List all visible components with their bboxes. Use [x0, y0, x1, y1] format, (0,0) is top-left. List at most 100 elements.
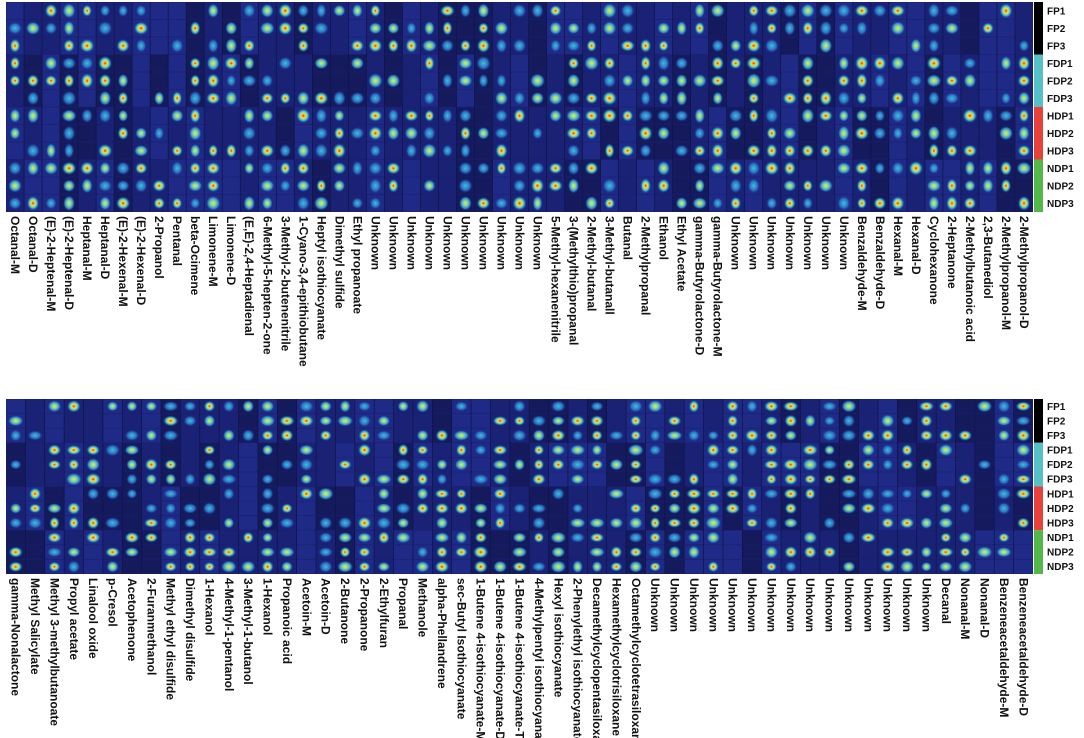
column-label: 2-Methylbutanoic acid: [963, 216, 977, 342]
heatmap-cell: [96, 37, 114, 55]
heatmap-cell: [6, 2, 24, 20]
heatmap-cell: [490, 545, 510, 560]
heatmap-cell: [402, 107, 421, 125]
heatmap-cell: [42, 89, 60, 107]
heatmap-cell: [150, 2, 168, 20]
heatmap-cell: [835, 194, 853, 212]
heatmap-cell: [294, 72, 312, 90]
heatmap-cell: [961, 159, 979, 177]
heatmap-cell: [703, 399, 723, 414]
heatmap-cell: [258, 545, 277, 560]
heatmap-cell: [955, 428, 975, 443]
heatmap-cell: [1015, 159, 1033, 177]
heatmap-cell: [240, 159, 258, 177]
heatmap-cell: [975, 530, 994, 545]
heatmap-cell: [723, 559, 743, 574]
heatmap-cell: [335, 530, 355, 545]
heatmap-cell: [6, 457, 26, 472]
heatmap-cell: [936, 515, 956, 530]
heatmap-cell: [393, 457, 413, 472]
heatmap-cell: [456, 177, 475, 195]
heatmap-cell: [925, 194, 943, 212]
heatmap-cell: [626, 486, 646, 501]
heatmap-cell: [654, 142, 673, 160]
heatmap-cell: [471, 443, 491, 458]
heatmap-cell: [180, 428, 200, 443]
heatmap-cell: [492, 159, 511, 177]
heatmap-cell: [745, 124, 763, 142]
heatmap-cell: [296, 486, 316, 501]
heatmap-cell: [600, 177, 619, 195]
heatmap-cell: [296, 443, 316, 458]
heatmap-cell: [312, 142, 331, 160]
heatmap-cell: [141, 501, 161, 516]
heatmap-cell: [727, 194, 745, 212]
heatmap-cell: [961, 142, 979, 160]
heatmap-cell: [161, 472, 181, 487]
heatmap-cell: [150, 142, 168, 160]
heatmap-cell: [979, 142, 997, 160]
heatmap-cell: [703, 501, 723, 516]
heatmap-cell: [690, 2, 709, 20]
heatmap-cell: [258, 142, 276, 160]
heatmap-cell: [994, 428, 1014, 443]
heatmap-cell: [618, 159, 637, 177]
heatmap-cell: [636, 159, 655, 177]
heatmap-cell: [384, 124, 403, 142]
row-label: FP1: [1047, 6, 1066, 17]
heatmap-cell: [654, 194, 673, 212]
heatmap-cell: [853, 177, 871, 195]
heatmap-cell: [800, 472, 820, 487]
heatmap-cell: [374, 413, 394, 428]
heatmap-cell: [1015, 72, 1033, 90]
heatmap-cell: [703, 545, 723, 560]
heatmap-cell: [219, 559, 239, 574]
heatmap-cell: [708, 159, 727, 177]
heatmap-cell: [742, 472, 762, 487]
heatmap-cell: [636, 142, 655, 160]
heatmap-cell: [456, 37, 475, 55]
heatmap-cell: [1015, 142, 1033, 160]
heatmap-cell: [994, 486, 1014, 501]
heatmap-cell: [186, 107, 204, 125]
column-label: 3-Methyl-2-butenenitrile: [278, 216, 292, 352]
heatmap-cell: [762, 545, 781, 560]
heatmap-cell: [936, 428, 956, 443]
heatmap-cell: [471, 545, 491, 560]
heatmap-cell: [316, 399, 336, 414]
heatmap-cell: [258, 515, 277, 530]
heatmap-cell: [975, 457, 994, 472]
column-label: gamma-Butyrolactone-D: [693, 216, 707, 356]
heatmap-cell: [979, 72, 997, 90]
heatmap-cell: [413, 559, 433, 574]
heatmap-cell: [490, 515, 510, 530]
heatmap-cell: [917, 530, 936, 545]
heatmap-cell: [355, 457, 374, 472]
heatmap-cell: [451, 457, 471, 472]
heatmap-cell: [219, 530, 239, 545]
heatmap-cell: [366, 107, 385, 125]
heatmap-cell: [943, 107, 961, 125]
heatmap-cell: [393, 413, 413, 428]
heatmap-cell: [366, 124, 385, 142]
heatmap-cell: [781, 159, 799, 177]
heatmap-cell: [451, 413, 471, 428]
heatmap-cell: [238, 530, 258, 545]
heatmap-cell: [763, 54, 781, 72]
heatmap-cell: [799, 54, 817, 72]
heatmap-cell: [161, 413, 181, 428]
column-label: Unknown: [900, 578, 914, 632]
heatmap-cell: [529, 413, 549, 428]
heatmap-cell: [204, 142, 222, 160]
heatmap-cell: [161, 559, 181, 574]
heatmap-cell: [1013, 559, 1033, 574]
heatmap-cell: [528, 54, 547, 72]
heatmap-cell: [180, 559, 200, 574]
heatmap-cell: [564, 124, 583, 142]
heatmap-cell: [24, 54, 42, 72]
heatmap-cell: [820, 457, 839, 472]
heatmap-cell: [1015, 54, 1033, 72]
heatmap-cell: [871, 159, 889, 177]
heatmap-cell: [296, 545, 316, 560]
column-label: Butanal: [621, 216, 635, 260]
